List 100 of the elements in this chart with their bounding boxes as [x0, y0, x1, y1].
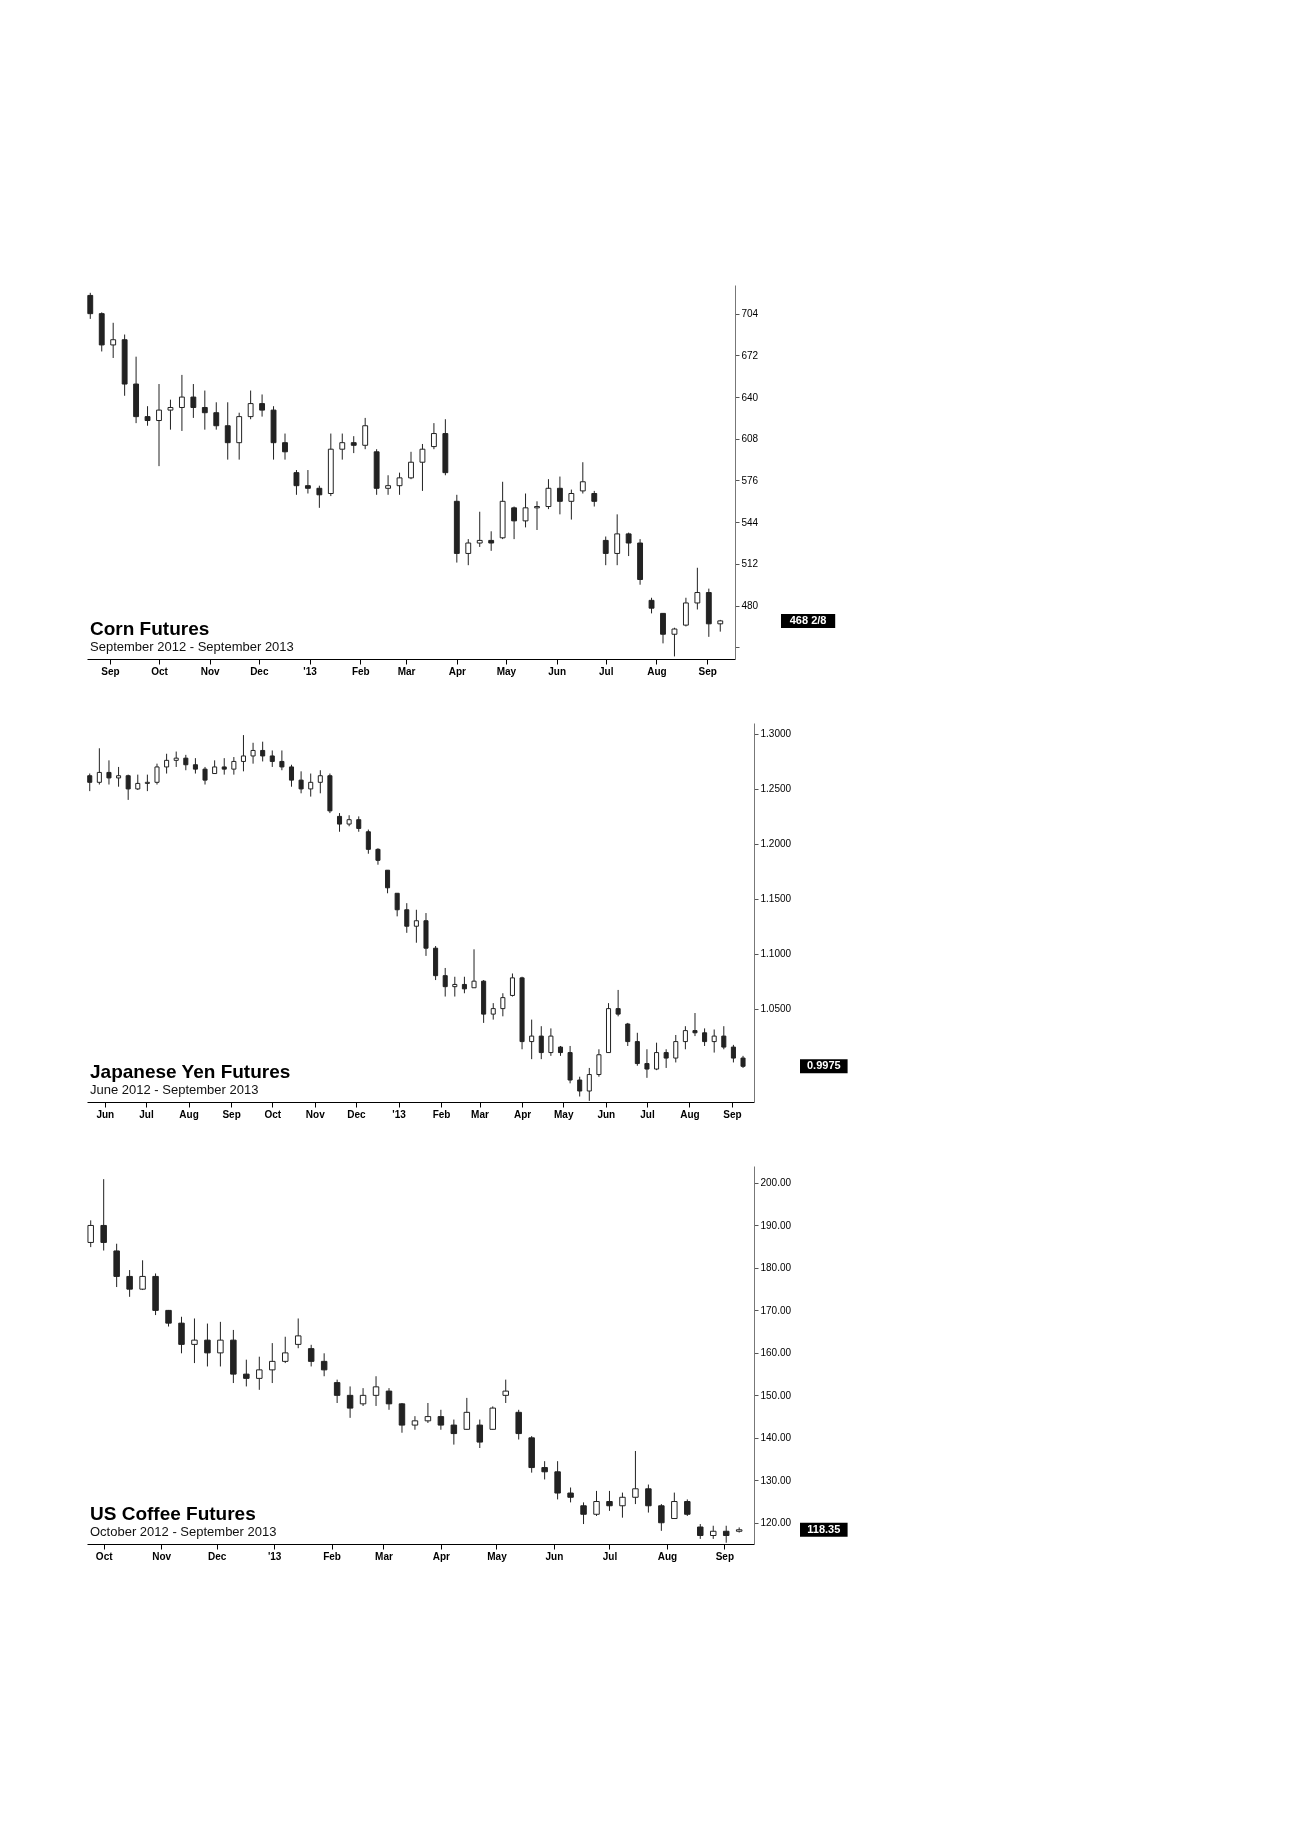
x-tick-label: Jun	[545, 1550, 564, 1562]
x-tick-label: Sep	[715, 1550, 735, 1562]
x-tick-label: Feb	[323, 1550, 341, 1562]
candlestick	[288, 764, 295, 788]
y-tick-label: 140.00	[760, 1432, 792, 1444]
candlestick	[156, 383, 162, 467]
candlestick	[362, 417, 369, 450]
candlestick	[224, 401, 231, 461]
y-tick-label: 1.0500	[760, 1003, 792, 1015]
candlestick	[346, 814, 352, 827]
candlestick	[568, 489, 575, 521]
candlestick	[190, 383, 197, 419]
candlestick	[204, 1323, 211, 1367]
candlestick	[282, 1336, 289, 1364]
candlestick	[307, 1344, 315, 1367]
candlestick	[529, 1019, 535, 1060]
candlestick	[579, 461, 586, 494]
candlestick	[682, 597, 689, 627]
candlestick	[269, 1342, 276, 1384]
x-tick-label: Dec	[208, 1550, 227, 1562]
candlestick	[538, 1025, 544, 1060]
x-tick-label: Jul	[640, 1108, 655, 1120]
candlestick	[663, 1048, 669, 1069]
candlestick	[217, 1321, 224, 1367]
x-tick-label: '13	[303, 665, 318, 677]
candlestick	[580, 1501, 587, 1525]
candlestick	[437, 1409, 445, 1431]
candlestick	[511, 506, 518, 540]
candlestick	[632, 1450, 639, 1505]
y-tick-label: 704	[741, 308, 759, 320]
y-tick-label: 480	[741, 600, 759, 612]
candlestick	[488, 530, 495, 552]
candlestick	[87, 292, 94, 320]
y-tick-label: 1.1000	[760, 948, 792, 960]
x-tick-label: Jul	[602, 1550, 618, 1562]
candlestick	[260, 741, 266, 762]
candlestick	[308, 773, 314, 798]
y-tick-label: 1.1500	[760, 893, 792, 905]
x-tick-label: Oct	[151, 665, 169, 677]
candlestick	[658, 1503, 665, 1532]
y-tick-label: 120.00	[760, 1517, 792, 1529]
y-tick-label: 180.00	[760, 1262, 792, 1274]
x-tick-label: Jun	[597, 1108, 616, 1120]
candlestick	[654, 1042, 660, 1071]
y-tick-label: 160.00	[760, 1347, 792, 1359]
candlestick	[548, 1027, 554, 1057]
x-tick-label: May	[554, 1108, 574, 1120]
candlestick	[554, 1460, 561, 1500]
text: 118.35	[807, 1522, 841, 1535]
candlestick	[372, 1375, 380, 1407]
candlestick	[396, 472, 403, 496]
candlestick	[673, 1034, 679, 1063]
x-tick-label: Nov	[152, 1550, 172, 1562]
candlestick	[126, 1269, 133, 1298]
x-tick-label: Sep	[698, 665, 717, 677]
candlestick	[534, 500, 540, 531]
y-tick-label: 130.00	[760, 1474, 792, 1486]
candlestick	[634, 1032, 640, 1067]
x-tick-label: Oct	[95, 1550, 114, 1562]
candlestick	[450, 1419, 458, 1446]
x-tick-label: Apr	[513, 1108, 532, 1120]
x-tick-label: '13	[392, 1108, 407, 1120]
candlestick	[463, 1397, 471, 1431]
candlestick	[711, 1029, 717, 1054]
candlestick	[167, 399, 174, 431]
candlestick	[178, 1316, 185, 1354]
candlestick	[424, 1402, 432, 1424]
candlestick	[247, 390, 254, 420]
candlestick	[282, 433, 288, 461]
x-tick-label: Sep	[101, 665, 120, 677]
y-tick-label: 640	[741, 391, 759, 403]
candlestick	[694, 567, 701, 610]
candlestick	[110, 322, 117, 359]
x-tick-label: Mar	[375, 1550, 393, 1562]
x-tick-label: Sep	[723, 1108, 742, 1120]
candlestick	[541, 1460, 548, 1480]
candlestick	[256, 1356, 263, 1391]
x-tick-label: Aug	[179, 1108, 199, 1120]
candlestick	[602, 536, 609, 566]
candlestick	[671, 1492, 678, 1520]
candlestick	[240, 734, 246, 772]
candlestick	[316, 485, 323, 509]
x-tick-label: Apr	[448, 665, 467, 677]
candlestick	[721, 1025, 727, 1050]
candlestick	[645, 1484, 652, 1514]
candlestick	[213, 401, 220, 431]
candlestick	[125, 774, 131, 801]
candlestick	[404, 902, 410, 934]
text: October 2012 - September 2013	[90, 1524, 277, 1539]
candlestick	[452, 976, 458, 998]
candlestick	[320, 1352, 328, 1377]
y-tick-label: 544	[741, 516, 759, 528]
candlestick	[615, 989, 621, 1017]
y-tick-label: 170.00	[760, 1304, 792, 1316]
x-tick-label: Sep	[222, 1108, 241, 1120]
candlestick	[515, 1409, 522, 1441]
candlestick	[304, 469, 311, 494]
candlestick	[644, 1048, 650, 1079]
candlestick	[243, 1359, 250, 1387]
candlestick	[596, 1048, 602, 1078]
